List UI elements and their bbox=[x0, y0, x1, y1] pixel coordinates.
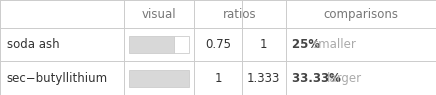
Text: 1: 1 bbox=[260, 38, 268, 51]
Text: soda ash: soda ash bbox=[7, 38, 59, 51]
Text: 0.75: 0.75 bbox=[205, 38, 231, 51]
Bar bbox=[174, 36, 189, 53]
Bar bbox=[129, 70, 189, 87]
Text: ratios: ratios bbox=[223, 8, 257, 21]
Text: 33.33%: 33.33% bbox=[292, 72, 345, 85]
Text: comparisons: comparisons bbox=[323, 8, 399, 21]
Text: visual: visual bbox=[142, 8, 177, 21]
Text: smaller: smaller bbox=[312, 38, 356, 51]
Text: 1: 1 bbox=[214, 72, 222, 85]
Text: sec−butyllithium: sec−butyllithium bbox=[7, 72, 108, 85]
Bar bbox=[129, 36, 174, 53]
Text: 25%: 25% bbox=[292, 38, 324, 51]
Text: larger: larger bbox=[327, 72, 362, 85]
Text: 1.333: 1.333 bbox=[247, 72, 280, 85]
